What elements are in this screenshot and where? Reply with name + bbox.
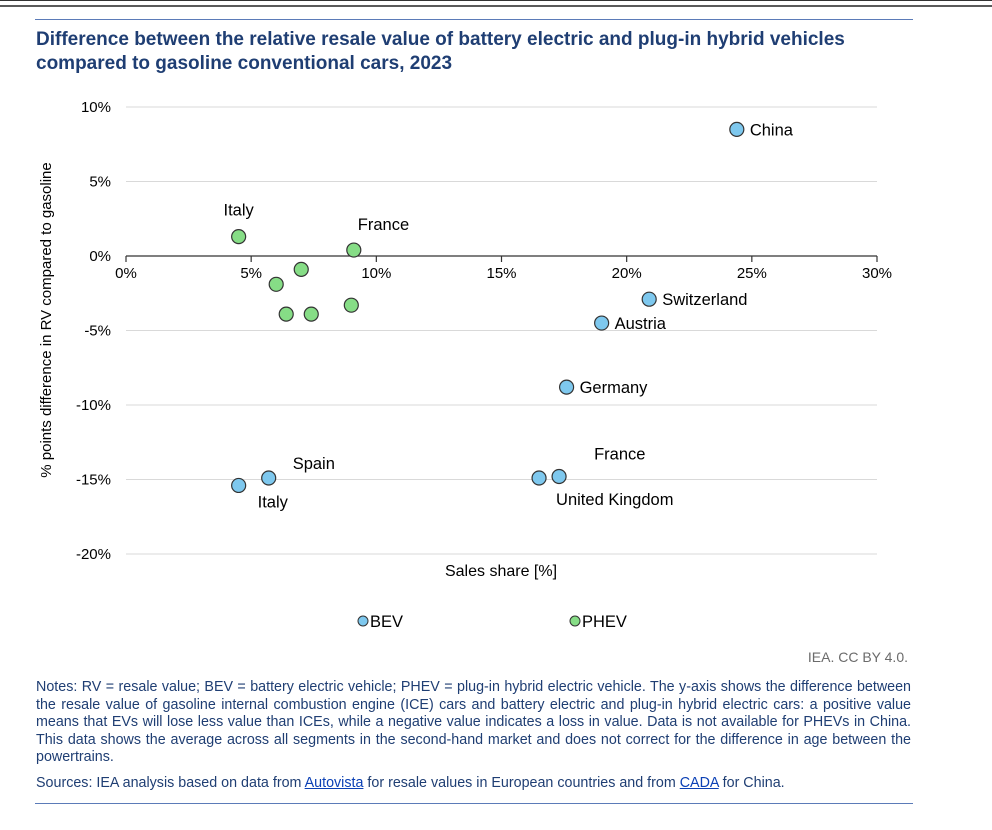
legend-label-phev: PHEV bbox=[582, 613, 627, 631]
legend-label-bev: BEV bbox=[370, 613, 403, 631]
point-label: Italy bbox=[224, 202, 255, 220]
bev-point bbox=[531, 470, 547, 486]
phev-point bbox=[293, 261, 309, 278]
bev-point bbox=[641, 291, 657, 307]
cada-link[interactable]: CADA bbox=[679, 775, 719, 791]
data-points bbox=[231, 121, 745, 494]
point-label: China bbox=[750, 121, 794, 139]
legend: BEV PHEV bbox=[357, 613, 627, 631]
y-axis-label: % points difference in RV compared to ga… bbox=[38, 162, 55, 477]
y-tick-label: -15% bbox=[76, 472, 111, 489]
point-label: Germany bbox=[580, 379, 649, 397]
y-tick-label: 5% bbox=[89, 174, 111, 191]
point-label: France bbox=[594, 446, 645, 464]
x-tick-label: 5% bbox=[240, 265, 262, 282]
legend-marker-phev bbox=[569, 615, 581, 627]
point-label: United Kingdom bbox=[556, 491, 673, 509]
gridlines bbox=[126, 106, 877, 555]
bev-point bbox=[729, 121, 745, 137]
x-tick-label: 0% bbox=[115, 265, 137, 282]
x-tick-label: 10% bbox=[361, 265, 391, 282]
point-label: Switzerland bbox=[662, 291, 747, 309]
autovista-link[interactable]: Autovista bbox=[304, 775, 364, 791]
y-tick-label: 10% bbox=[81, 99, 111, 116]
bev-point bbox=[231, 477, 247, 494]
bev-point bbox=[594, 315, 610, 331]
x-tick-label: 30% bbox=[862, 265, 892, 282]
x-tick-label: 20% bbox=[612, 265, 642, 282]
sources-suffix: for China. bbox=[718, 775, 785, 791]
bev-point bbox=[261, 470, 277, 486]
bottom-rule bbox=[35, 803, 913, 804]
phev-point bbox=[343, 297, 359, 313]
phev-point bbox=[268, 276, 284, 292]
bev-point bbox=[551, 468, 567, 485]
bev-point bbox=[558, 379, 575, 395]
window-top-border bbox=[0, 0, 992, 7]
chart-title: Difference between the relative resale v… bbox=[36, 29, 845, 74]
phev-point bbox=[303, 306, 319, 322]
tick-labels: 10% 5% 0% -5% -10% -15% -20% 0% 5% 10% 15% 20% 25% 30… bbox=[76, 99, 892, 563]
legend-marker-bev bbox=[357, 615, 369, 627]
y-tick-label: 0% bbox=[89, 248, 111, 265]
scatter-chart: 10% 5% 0% -5% -10% -15% -20% 0% 5% 10% 15% 20% 25% 30… bbox=[38, 99, 892, 631]
x-tick-label: 15% bbox=[486, 265, 516, 282]
point-label: Austria bbox=[615, 315, 667, 333]
axes bbox=[125, 255, 878, 262]
credit-text: IEA. CC BY 4.0. bbox=[807, 649, 908, 665]
y-tick-label: -10% bbox=[76, 397, 111, 414]
top-rule bbox=[35, 19, 913, 20]
point-label: Italy bbox=[258, 493, 289, 511]
x-tick-label: 25% bbox=[737, 265, 767, 282]
sources-prefix: Sources: IEA analysis based on data from bbox=[36, 775, 305, 791]
x-axis-label: Sales share [%] bbox=[445, 563, 557, 580]
y-tick-label: -20% bbox=[76, 546, 111, 563]
phev-point bbox=[231, 229, 247, 245]
point-labels: China Switzerland Austria Germany France Unit… bbox=[224, 121, 794, 511]
sources-middle: for resale values in European countries … bbox=[363, 775, 680, 791]
y-tick-label: -5% bbox=[84, 323, 111, 340]
phev-point bbox=[346, 242, 362, 258]
notes-text: Notes: RV = resale value; BEV = battery … bbox=[36, 679, 911, 765]
phev-point bbox=[278, 306, 294, 322]
point-label: France bbox=[358, 216, 409, 234]
sources-text: Sources: IEA analysis based on data from… bbox=[36, 775, 785, 791]
point-label: Spain bbox=[293, 455, 335, 473]
